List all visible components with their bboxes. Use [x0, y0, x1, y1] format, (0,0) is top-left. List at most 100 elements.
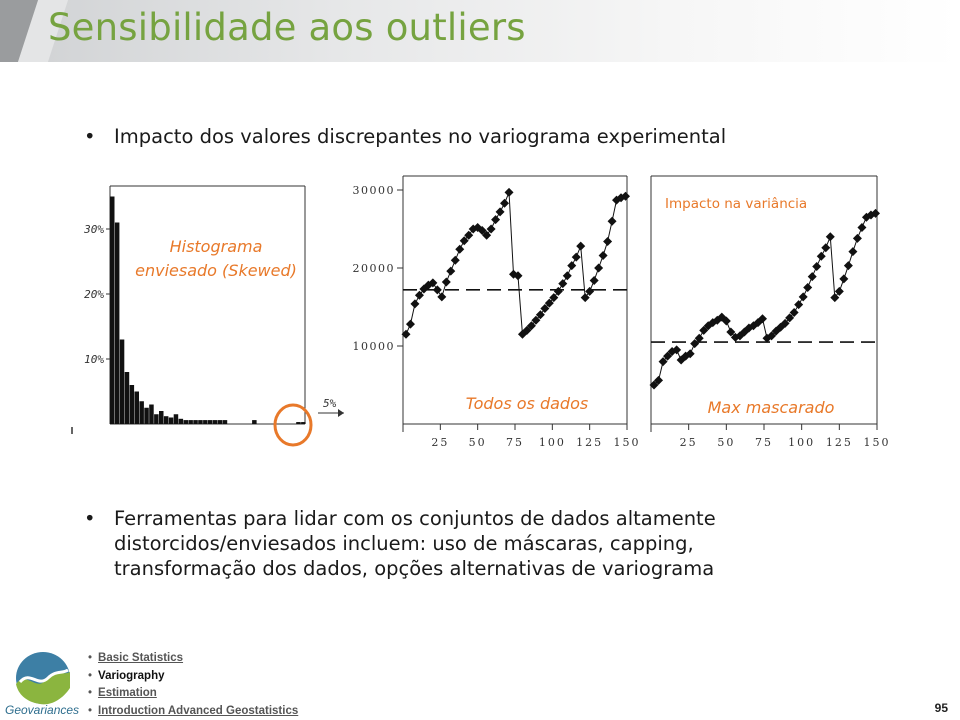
bullet-dot: • — [84, 125, 96, 148]
footer-current-variography: Variography — [98, 669, 165, 682]
variogram2-point — [767, 331, 777, 341]
histogram-bar — [301, 422, 306, 424]
variogram1-point — [477, 226, 487, 236]
variogram1-point — [464, 230, 474, 240]
variogram2-x-tick-label: 150 — [864, 436, 891, 449]
variogram2-point — [685, 349, 695, 359]
histogram-bar — [198, 420, 203, 424]
footer-item-basic-statistics[interactable]: • Basic Statistics — [88, 652, 184, 664]
histogram-bar — [139, 401, 144, 424]
histogram-bar — [252, 420, 257, 424]
page-number: 95 — [934, 701, 948, 715]
variogram1-point — [486, 224, 496, 234]
variogram1-point — [504, 187, 514, 197]
variogram2-point — [848, 247, 858, 257]
footer-link-estimation[interactable]: Estimation — [98, 687, 157, 699]
variogram1-point — [562, 271, 572, 281]
variogram2-point — [663, 351, 673, 361]
variogram1-point — [531, 315, 541, 325]
variogram1-point — [571, 252, 581, 262]
histogram-bar — [163, 416, 169, 424]
histogram-bar — [217, 420, 223, 424]
variogram1-x-tick-label: 150 — [614, 436, 641, 449]
title-band — [0, 0, 960, 62]
variogram2-x-tick-label: 25 — [680, 436, 698, 449]
variogram1-x-tick-label: 50 — [469, 436, 487, 449]
histogram-bar — [119, 339, 125, 424]
footer-item-advanced-geostatistics[interactable]: • Introduction Advanced Geostatistics — [88, 704, 299, 717]
bullet-impact-text: Impacto dos valores discrepantes no vari… — [114, 125, 727, 148]
variogram2-point — [807, 272, 817, 282]
variogram1-point — [410, 299, 420, 309]
variogram1-point — [495, 207, 505, 217]
variogram2-point — [821, 243, 831, 253]
variogram2-point — [649, 380, 659, 390]
variogram1-point — [455, 244, 465, 254]
variogram1-series-line — [405, 192, 626, 336]
histogram-bar — [154, 414, 159, 424]
variogram1-point — [482, 230, 492, 240]
variogram2-point — [757, 314, 767, 324]
variogram1-point — [594, 263, 604, 273]
variogram2-point — [834, 286, 844, 296]
variogram2-x-tick-label: 75 — [755, 436, 773, 449]
variogram1-x-tick-label: 125 — [576, 436, 603, 449]
histogram-bar — [173, 414, 179, 424]
variogram1-point — [513, 271, 523, 281]
footer-navigation: • Basic Statistics • Variography • Estimati… — [88, 650, 298, 720]
variogram1-point — [607, 216, 617, 226]
variogram1-point — [589, 275, 599, 285]
variogram1-point — [401, 329, 411, 339]
histogram-bar — [178, 418, 184, 424]
variogram1-point — [522, 325, 532, 335]
variogram1-point — [526, 321, 536, 331]
variogram2-point — [843, 261, 853, 271]
histogram-title-line2: enviesado (Skewed) — [135, 261, 297, 280]
variogram1-point — [598, 251, 608, 261]
variogram1-point — [580, 293, 590, 303]
variogram2-point — [726, 327, 736, 337]
variogram2-title: Max mascarado — [708, 398, 835, 417]
variogram2-point — [785, 313, 795, 323]
variogram2-series-line — [653, 212, 876, 386]
histogram-y-tick-label: 10% — [84, 353, 104, 366]
variogram1-point — [405, 319, 415, 329]
variogram2-point — [794, 300, 804, 310]
variogram2-point — [803, 283, 813, 292]
variogram2-point — [798, 292, 808, 302]
variogram2-x-tick-label: 100 — [788, 436, 815, 449]
variogram2-point — [780, 318, 790, 328]
footer-link-basic-statistics[interactable]: Basic Statistics — [98, 652, 184, 664]
variogram1-point — [414, 290, 424, 300]
variogram1-point — [446, 266, 456, 276]
variogram1-point — [428, 278, 438, 288]
variogram2-point — [825, 232, 835, 242]
histogram-bar — [208, 420, 213, 424]
variogram2-point — [658, 357, 668, 367]
histogram-annotation-arrowhead — [338, 409, 344, 417]
outlier-circle-marker — [273, 403, 313, 447]
variogram1-x-tick-label: 100 — [539, 436, 566, 449]
footer-item-estimation[interactable]: • Estimation — [88, 687, 157, 699]
variogram2-point — [721, 316, 731, 326]
histogram-bar — [183, 420, 188, 424]
variogram1-x-tick-label: 25 — [431, 436, 449, 449]
histogram-bar — [134, 391, 139, 424]
histogram-bar — [296, 422, 301, 424]
variogram1-point — [500, 198, 510, 208]
histogram-title-line1: Histograma — [170, 237, 263, 256]
variance-impact-annotation: Impacto na variância — [665, 196, 807, 212]
variogram1-point — [553, 286, 563, 296]
histogram-bar — [124, 372, 130, 424]
variogram1-point — [437, 292, 447, 302]
variogram1-x-tick-label: 75 — [506, 436, 524, 449]
variogram1-point — [558, 279, 568, 289]
footer-link-advanced-geostatistics[interactable]: Introduction Advanced Geostatistics — [98, 704, 299, 717]
variogram1-y-tick-label: 10000 — [353, 340, 396, 353]
variogram1-point — [621, 191, 631, 201]
variogram2-x-tick-label: 125 — [826, 436, 853, 449]
variogram1-title: Todos os dados — [466, 394, 588, 413]
variogram1-point — [585, 286, 595, 296]
variogram2-point — [830, 293, 840, 303]
variogram2-point — [812, 261, 822, 271]
